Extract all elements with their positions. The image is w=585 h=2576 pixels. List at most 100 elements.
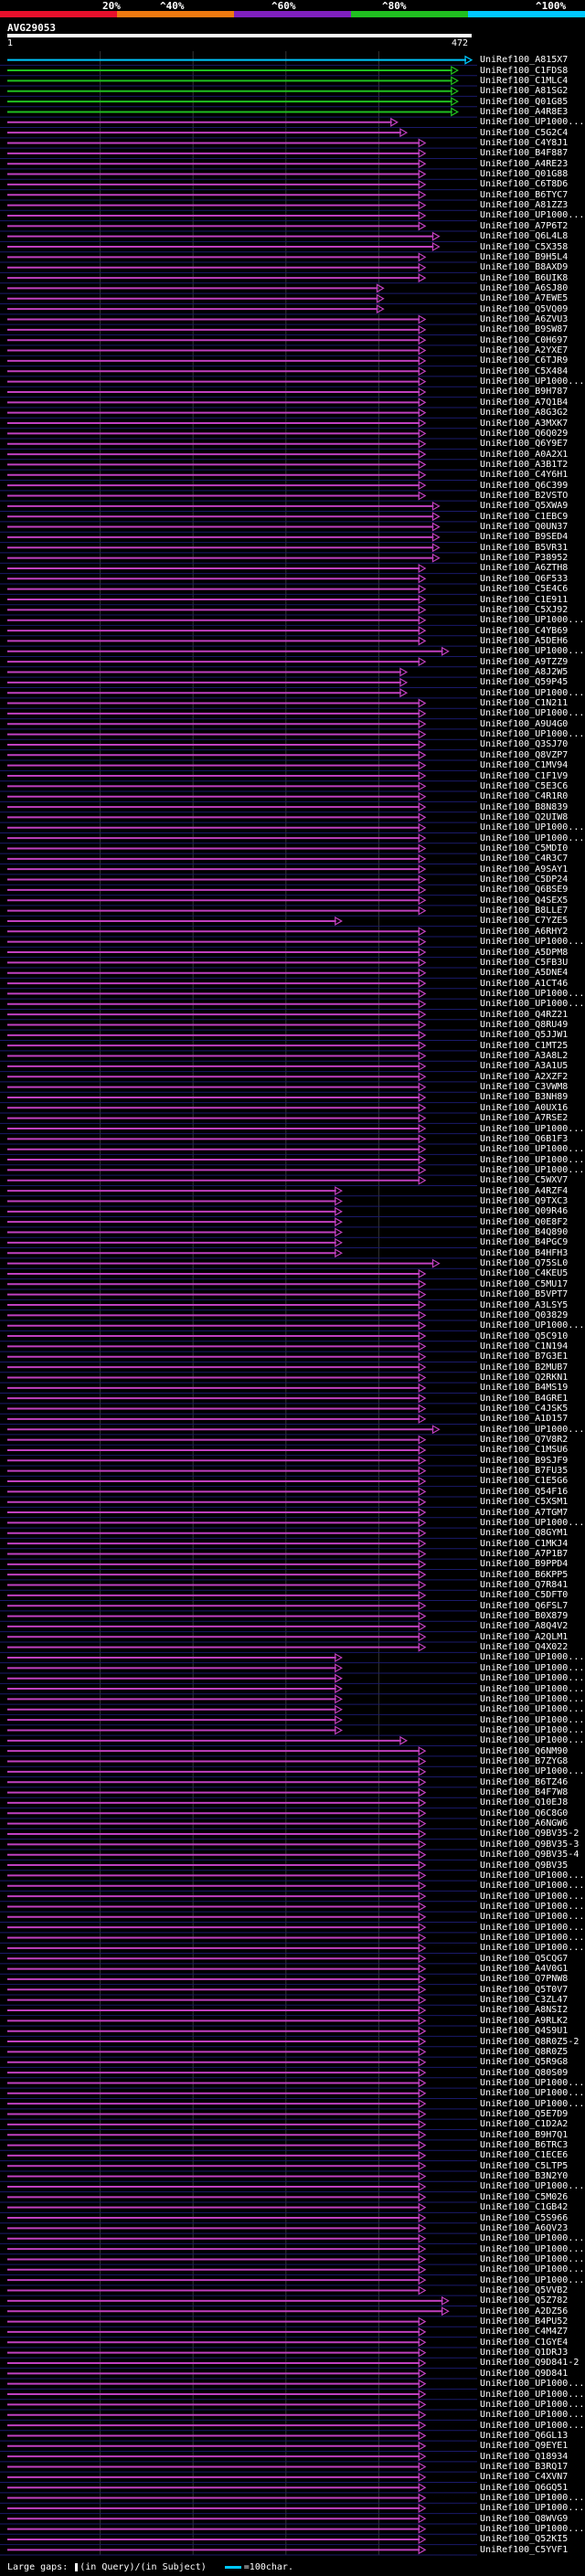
hit-label[interactable]: UniRef100_C1MSU6 — [480, 1445, 569, 1456]
hit-label[interactable]: UniRef100_UP1000... — [480, 2088, 585, 2099]
hit-label[interactable]: UniRef100_C4YB69 — [480, 625, 569, 636]
hit-label[interactable]: UniRef100_Q5T0V7 — [480, 1984, 569, 1995]
hit-label[interactable]: UniRef100_C4R3C7 — [480, 853, 569, 864]
hit-label[interactable]: UniRef100_UP1000... — [480, 1652, 585, 1663]
hit-label[interactable]: UniRef100_UP1000... — [480, 1424, 585, 1435]
hit-label[interactable]: UniRef100_UP1000... — [480, 1724, 585, 1735]
hit-label[interactable]: UniRef100_Q2RKN1 — [480, 1372, 569, 1383]
hit-label[interactable]: UniRef100_A4RZF4 — [480, 1185, 569, 1196]
hit-label[interactable]: UniRef100_B0X879 — [480, 1611, 569, 1622]
hit-label[interactable]: UniRef100_UP1000... — [480, 2420, 585, 2431]
hit-label[interactable]: UniRef100_UP1000... — [480, 2098, 585, 2109]
hit-label[interactable]: UniRef100_A3B1T2 — [480, 459, 569, 470]
hit-label[interactable]: UniRef100_UP1000... — [480, 1922, 585, 1933]
hit-label[interactable]: UniRef100_C1N194 — [480, 1341, 569, 1352]
hit-label[interactable]: UniRef100_Q6F533 — [480, 573, 569, 584]
hit-label[interactable]: UniRef100_Q4SEX5 — [480, 895, 569, 906]
hit-label[interactable]: UniRef100_UP1000... — [480, 1123, 585, 1134]
hit-label[interactable]: UniRef100_C5E4C6 — [480, 584, 569, 595]
hit-label[interactable]: UniRef100_C5S966 — [480, 2212, 569, 2223]
hit-label[interactable]: UniRef100_B9H787 — [480, 387, 569, 398]
hit-label[interactable]: UniRef100_C1MV94 — [480, 760, 569, 771]
hit-label[interactable]: UniRef100_UP1000... — [480, 2503, 585, 2514]
hit-label[interactable]: UniRef100_Q09R46 — [480, 1206, 569, 1217]
hit-label[interactable]: UniRef100_B9SJF9 — [480, 1455, 569, 1466]
hit-label[interactable]: UniRef100_A6ZTH8 — [480, 563, 569, 574]
hit-label[interactable]: UniRef100_UP1000... — [480, 1912, 585, 1923]
hit-label[interactable]: UniRef100_UP1000... — [480, 1662, 585, 1673]
hit-label[interactable]: UniRef100_Q7V8R2 — [480, 1435, 569, 1446]
hit-label[interactable]: UniRef100_C4R1R0 — [480, 791, 569, 802]
hit-label[interactable]: UniRef100_B7ZYG8 — [480, 1756, 569, 1767]
hit-label[interactable]: UniRef100_Q7PNW8 — [480, 1974, 569, 1985]
hit-label[interactable]: UniRef100_UP1000... — [480, 687, 585, 698]
hit-label[interactable]: UniRef100_A2XZF2 — [480, 1071, 569, 1082]
hit-label[interactable]: UniRef100_A7P6T2 — [480, 220, 569, 231]
hit-label[interactable]: UniRef100_A5DNE4 — [480, 968, 569, 979]
hit-label[interactable]: UniRef100_Q4RZ21 — [480, 1009, 569, 1020]
hit-label[interactable]: UniRef100_UP1000... — [480, 1704, 585, 1715]
hit-label[interactable]: UniRef100_Q9BV35-2 — [480, 1829, 580, 1839]
hit-label[interactable]: UniRef100_UP1000... — [480, 2253, 585, 2264]
hit-label[interactable]: UniRef100_C5G2C4 — [480, 127, 569, 138]
hit-label[interactable]: UniRef100_A4RE23 — [480, 158, 569, 169]
hit-label[interactable]: UniRef100_Q6C8G0 — [480, 1807, 569, 1818]
hit-label[interactable]: UniRef100_C5X484 — [480, 366, 569, 376]
hit-label[interactable]: UniRef100_A4V0G1 — [480, 1964, 569, 1975]
hit-label[interactable]: UniRef100_C0H697 — [480, 334, 569, 345]
hit-label[interactable]: UniRef100_UP1000... — [480, 1891, 585, 1902]
hit-label[interactable]: UniRef100_UP1000... — [480, 2399, 585, 2410]
hit-label[interactable]: UniRef100_B2MUB7 — [480, 1362, 569, 1373]
hit-label[interactable]: UniRef100_C5E3C6 — [480, 780, 569, 791]
hit-label[interactable]: UniRef100_UP1000... — [480, 2233, 585, 2244]
hit-label[interactable]: UniRef100_B9SW87 — [480, 324, 569, 335]
hit-label[interactable]: UniRef100_Q9TXC3 — [480, 1195, 569, 1206]
hit-label[interactable]: UniRef100_C4XVN7 — [480, 2472, 569, 2483]
hit-label[interactable]: UniRef100_C7YZE5 — [480, 916, 569, 927]
hit-label[interactable]: UniRef100_C5FB3U — [480, 957, 569, 968]
hit-label[interactable]: UniRef100_UP1000... — [480, 988, 585, 999]
hit-label[interactable]: UniRef100_Q5VVB2 — [480, 2285, 569, 2295]
hit-label[interactable]: UniRef100_B4Q890 — [480, 1227, 569, 1238]
hit-label[interactable]: UniRef100_C3VWM8 — [480, 1082, 569, 1093]
hit-label[interactable]: UniRef100_UP1000... — [480, 1517, 585, 1528]
hit-label[interactable]: UniRef100_B4PU52 — [480, 2316, 569, 2327]
hit-label[interactable]: UniRef100_UP1000... — [480, 1673, 585, 1684]
hit-label[interactable]: UniRef100_Q6Y9E7 — [480, 439, 569, 450]
hit-label[interactable]: UniRef100_UP1000... — [480, 1320, 585, 1331]
hit-label[interactable]: UniRef100_C1ECE6 — [480, 2150, 569, 2161]
hit-label[interactable]: UniRef100_C6TJR9 — [480, 355, 569, 366]
hit-label[interactable]: UniRef100_B6TYC7 — [480, 189, 569, 200]
hit-label[interactable]: UniRef100_B8N839 — [480, 801, 569, 812]
hit-label[interactable]: UniRef100_UP1000... — [480, 117, 585, 128]
hit-label[interactable]: UniRef100_A6SJ80 — [480, 282, 569, 293]
hit-label[interactable]: UniRef100_UP1000... — [480, 1943, 585, 1954]
hit-label[interactable]: UniRef100_C4Y8J1 — [480, 137, 569, 148]
hit-label[interactable]: UniRef100_Q6GQ51 — [480, 2482, 569, 2493]
hit-label[interactable]: UniRef100_C5XJ92 — [480, 604, 569, 615]
hit-label[interactable]: UniRef100_A6ZVU3 — [480, 313, 569, 324]
hit-label[interactable]: UniRef100_Q4S9U1 — [480, 2026, 569, 2037]
hit-label[interactable]: UniRef100_C1E5G6 — [480, 1476, 569, 1487]
hit-label[interactable]: UniRef100_C1GYE4 — [480, 2337, 569, 2348]
hit-label[interactable]: UniRef100_C5M026 — [480, 2191, 569, 2202]
hit-label[interactable]: UniRef100_Q8RU49 — [480, 1019, 569, 1030]
hit-label[interactable]: UniRef100_A6NGW6 — [480, 1818, 569, 1829]
hit-label[interactable]: UniRef100_Q0UN37 — [480, 522, 569, 533]
hit-label[interactable]: UniRef100_Q5XWA9 — [480, 501, 569, 512]
hit-label[interactable]: UniRef100_C1EBC9 — [480, 511, 569, 522]
hit-label[interactable]: UniRef100_A5DPM8 — [480, 947, 569, 958]
hit-label[interactable]: UniRef100_B5VR31 — [480, 542, 569, 553]
hit-label[interactable]: UniRef100_B4PGC9 — [480, 1237, 569, 1248]
hit-label[interactable]: UniRef100_UP1000... — [480, 615, 585, 626]
hit-label[interactable]: UniRef100_UP1000... — [480, 937, 585, 948]
hit-label[interactable]: UniRef100_B6KPP5 — [480, 1569, 569, 1580]
hit-label[interactable]: UniRef100_UP1000... — [480, 1164, 585, 1175]
hit-label[interactable]: UniRef100_UP1000... — [480, 832, 585, 843]
hit-label[interactable]: UniRef100_A8Q4V2 — [480, 1621, 569, 1632]
hit-label[interactable]: UniRef100_C5MU17 — [480, 1278, 569, 1289]
hit-label[interactable]: UniRef100_Q5CQG7 — [480, 1953, 569, 1964]
hit-label[interactable]: UniRef100_B4MS19 — [480, 1383, 569, 1394]
hit-label[interactable]: UniRef100_Q5E7D9 — [480, 2109, 569, 2119]
hit-label[interactable]: UniRef100_Q6B1F3 — [480, 1133, 569, 1144]
